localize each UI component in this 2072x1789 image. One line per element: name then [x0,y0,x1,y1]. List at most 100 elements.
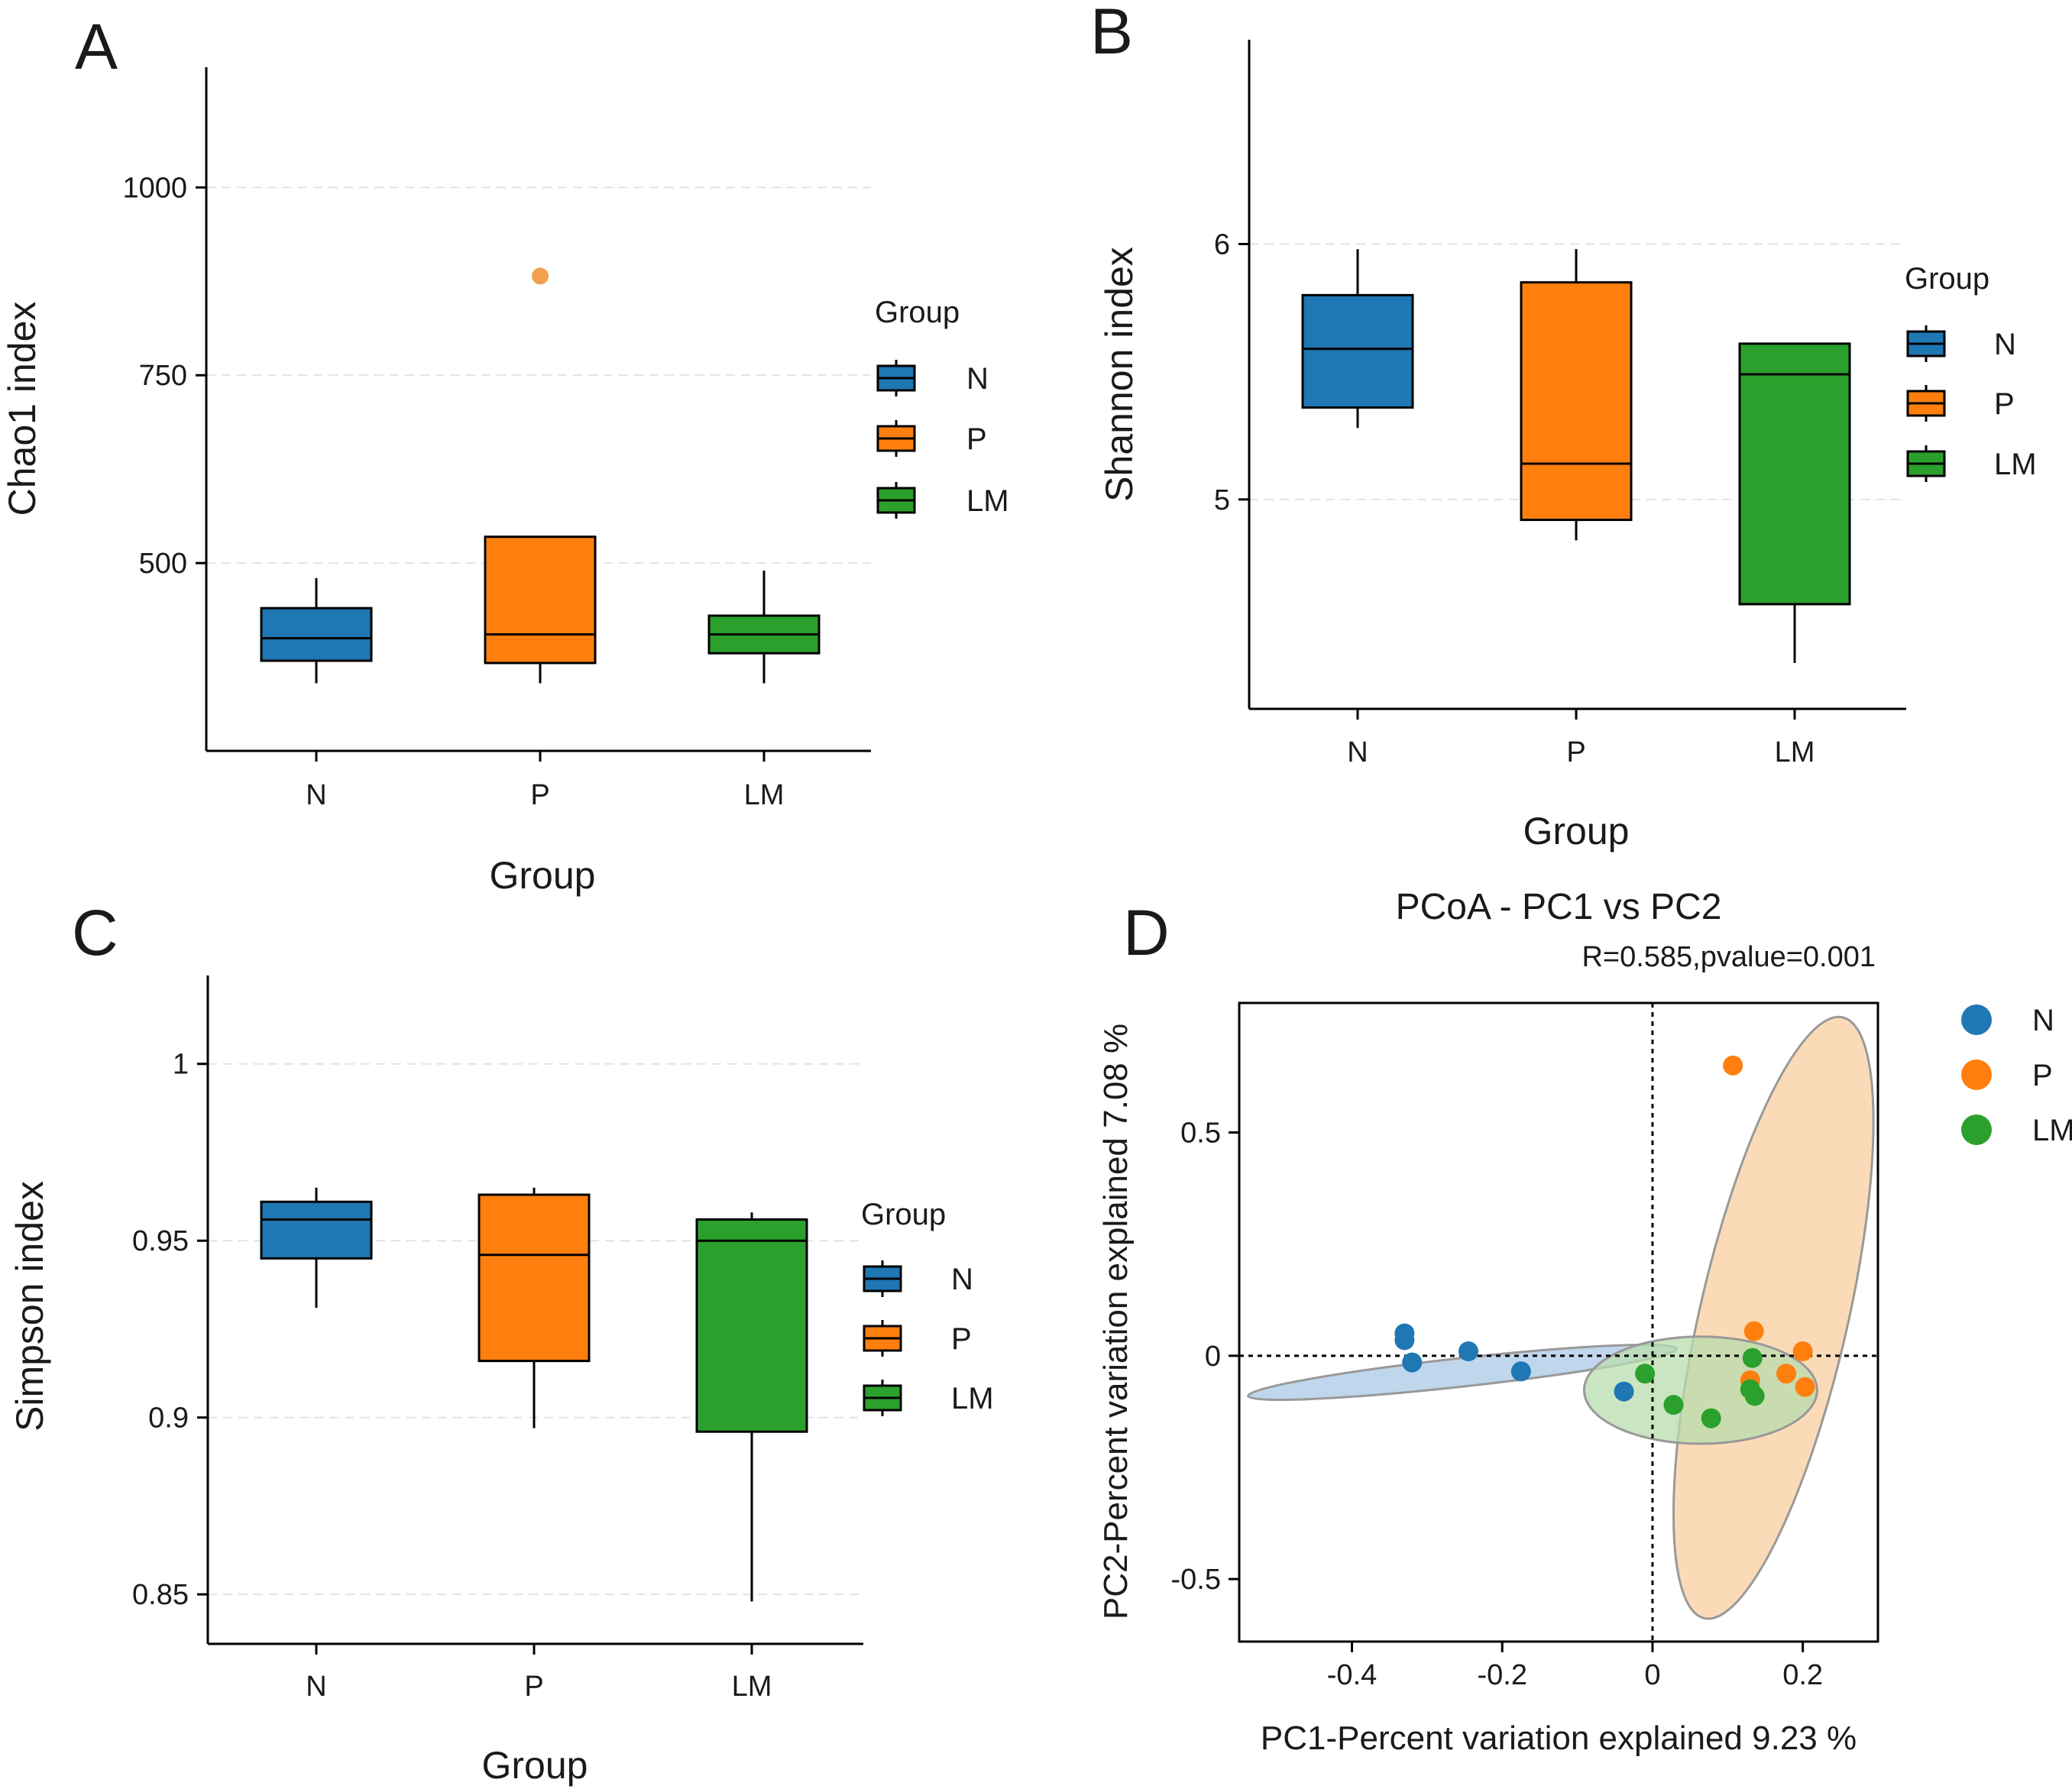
boxes [260,1187,808,1602]
y-ticks: 500 750 1000 [122,172,206,580]
box-n [260,1187,373,1309]
y-tick-label: 750 [139,360,187,392]
point-lm [1701,1408,1721,1428]
legend-label-p: P [2032,1059,2053,1092]
box-lm [695,1212,808,1602]
legend-key-lm [863,1380,902,1416]
box-body [1301,293,1414,409]
x-axis-title: PC1-Percent variation explained 9.23 % [1261,1719,1857,1757]
panel-d-pcoa-scatter: D PCoA - PC1 vs PC2 R=0.585,pvalue=0.001… [1097,887,2072,1757]
x-ticks: N P LM [306,751,784,811]
legend-marker-lm [1961,1114,1992,1145]
box-body [1738,342,1851,606]
chart-title: PCoA - PC1 vs PC2 [1396,887,1722,927]
panel-label-c: C [72,897,118,969]
box-p [1520,249,1633,541]
box-n [260,577,373,684]
point-lm [1742,1347,1763,1368]
boxes [260,535,821,684]
outlier-point [532,267,549,285]
box-body [695,1218,808,1433]
point-n [1458,1341,1478,1361]
point-p [1795,1377,1815,1397]
box-body [484,535,597,665]
box-body [260,1200,373,1260]
legend-key-lm [876,482,916,519]
legend-marker-n [1961,1004,1992,1035]
box-lm [1738,342,1851,663]
point-lm [1663,1395,1684,1415]
y-tick-label: 0.85 [132,1579,189,1611]
legend-title: Group [1905,262,1989,296]
legend-key-n [876,360,916,396]
point-n [1510,1361,1531,1382]
stats-annotation: R=0.585,pvalue=0.001 [1582,941,1876,973]
y-tick-label: 6 [1214,228,1230,260]
outliers [532,267,549,285]
legend-label-n: N [2032,1004,2054,1037]
y-tick-label: 0.9 [148,1402,189,1435]
box-body [260,607,373,662]
reference-lines [1239,1003,1878,1642]
legend-label-lm: LM [966,484,1009,518]
legend-label-lm: LM [2032,1114,2072,1147]
legend-key-p [1906,385,1946,422]
y-ticks: 0.85 0.9 0.95 1 [132,1049,208,1611]
y-axis-title: PC2-Percent variation explained 7.08 % [1097,1024,1135,1619]
box-p [484,535,597,684]
x-tick-label: P [524,1671,543,1703]
point-lm [1635,1364,1656,1384]
point-n [1614,1381,1634,1402]
x-tick-label: N [306,779,326,811]
point-n [1394,1330,1415,1351]
box-body [1520,281,1633,522]
y-tick-label: -0.5 [1171,1564,1221,1596]
x-ticks: -0.4 -0.2 0 0.2 [1327,1642,1823,1691]
legend-key-p [863,1320,902,1357]
x-tick-label: -0.4 [1327,1659,1377,1691]
x-axis-title: Group [1523,810,1630,852]
x-tick-label: P [530,779,549,811]
x-tick-label: 0.2 [1782,1659,1823,1691]
legend-label-lm: LM [951,1382,994,1415]
x-tick-label: P [1566,736,1585,768]
x-tick-label: -0.2 [1477,1659,1526,1691]
box-lm [707,570,821,684]
x-tick-label: N [1347,736,1368,768]
point-p [1723,1055,1743,1076]
legend-label-lm: LM [1994,448,2037,481]
legend-label-p: P [951,1322,972,1356]
plot-frame [1238,1001,1879,1643]
legend-label-n: N [1994,328,2016,361]
y-axis-title: Simpson index [8,1181,51,1432]
x-axis-title: Group [482,1744,588,1787]
x-tick-label: LM [732,1671,772,1703]
legend-label-n: N [966,362,989,396]
x-ticks: N P LM [1347,709,1815,768]
x-tick-label: 0 [1644,1659,1660,1691]
legend-title: Group [875,296,960,329]
x-tick-label: LM [744,779,785,811]
data-points [1394,1055,1815,1428]
x-tick-label: N [306,1671,326,1703]
y-tick-label: 5 [1214,484,1230,516]
legend-marker-p [1961,1059,1992,1090]
y-axis-title: Chao1 index [1,302,44,516]
legend-label-p: P [1994,387,2015,421]
legend-key-lm [1906,445,1946,482]
y-ticks: -0.5 0 0.5 [1171,1118,1239,1596]
x-tick-label: LM [1775,736,1815,768]
x-ticks: N P LM [306,1644,772,1703]
x-axis-title: Group [490,854,596,897]
boxes [1301,249,1851,663]
box-n [1301,249,1414,429]
legend: NP LM [1961,1004,2072,1147]
point-p [1743,1321,1764,1341]
y-tick-label: 0.5 [1180,1118,1221,1150]
